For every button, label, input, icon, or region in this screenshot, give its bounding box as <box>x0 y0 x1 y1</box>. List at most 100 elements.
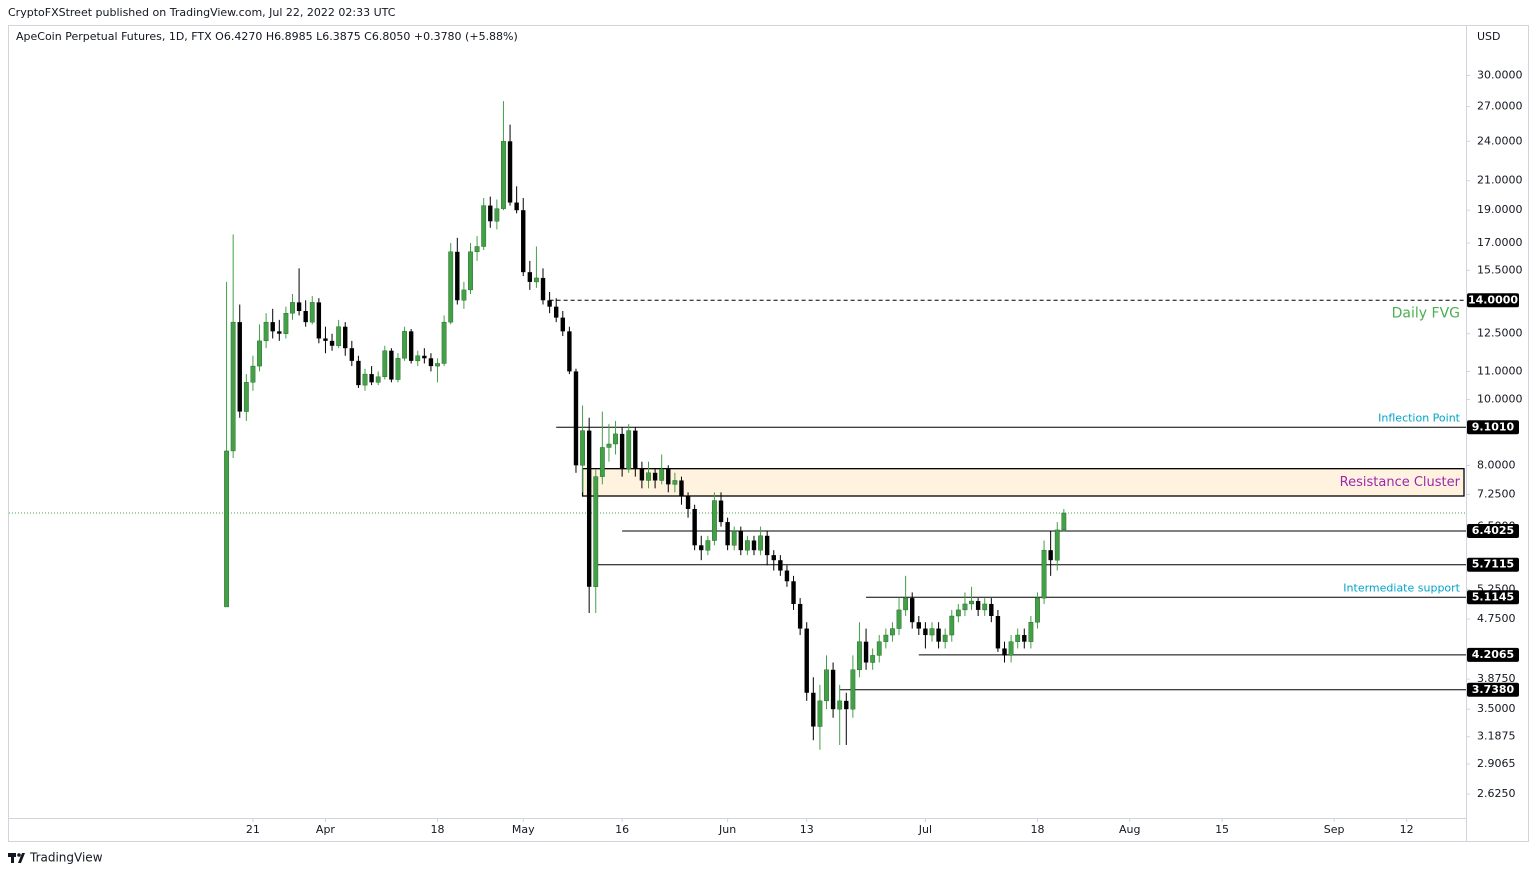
frame <box>8 25 1529 842</box>
level-label: 6.4025 <box>1472 524 1514 537</box>
candle-body <box>923 628 928 636</box>
y-tick-label: 27.0000 <box>1477 100 1523 113</box>
candle-body <box>1015 634 1021 642</box>
brand: TradingView <box>29 851 103 865</box>
level-box <box>1467 682 1519 697</box>
candle-body <box>573 371 579 466</box>
level-label: 3.7380 <box>1472 683 1515 696</box>
candle-body <box>896 609 902 629</box>
candle-body <box>857 641 862 670</box>
level-label: 5.7115 <box>1472 558 1514 571</box>
zone-note: Resistance Cluster <box>1340 475 1461 490</box>
level-note: Daily FVG <box>1392 305 1460 321</box>
candle-body <box>494 208 500 222</box>
candle-body <box>474 246 480 253</box>
candle-body <box>362 373 368 386</box>
candle-body <box>336 326 342 346</box>
candle-body <box>316 302 322 339</box>
candle-body <box>422 355 427 359</box>
candle-body <box>942 634 948 642</box>
x-tick-label: Aug <box>1119 823 1140 836</box>
candle-body <box>619 433 625 470</box>
candle-body <box>685 496 691 509</box>
publisher: CryptoFXStreet published on TradingView.… <box>8 6 396 19</box>
candle-body <box>468 251 473 291</box>
level-label: 4.2065 <box>1472 648 1514 661</box>
x-tick-label: 18 <box>431 823 445 836</box>
x-tick-label: 16 <box>615 823 629 836</box>
candle-body <box>395 358 401 380</box>
candle-body <box>514 202 519 211</box>
candle-body <box>903 597 909 611</box>
candle-body <box>890 628 895 636</box>
candle-body <box>744 540 750 551</box>
candle-body <box>712 500 717 541</box>
y-tick-label: 17.0000 <box>1477 236 1523 249</box>
candle-body <box>290 302 295 314</box>
candle-body <box>731 530 737 546</box>
x-tick-label: 13 <box>800 823 814 836</box>
candle-body <box>408 331 414 361</box>
candle-body <box>402 331 407 359</box>
candle-body <box>659 468 665 481</box>
level-label: 5.1145 <box>1472 590 1514 603</box>
candle-body <box>955 609 961 617</box>
candle-body <box>586 430 592 587</box>
candle-body <box>323 338 328 341</box>
candle-body <box>989 603 994 617</box>
level-note: Inflection Point <box>1378 411 1461 424</box>
level-label: 9.1010 <box>1472 420 1515 433</box>
candle-body <box>237 322 242 412</box>
y-tick-label: 11.0000 <box>1477 364 1523 377</box>
candle-body <box>580 430 585 466</box>
candle-body <box>699 545 704 551</box>
candle-body <box>784 570 790 582</box>
candle-body <box>1048 550 1053 561</box>
candle-body <box>725 522 730 546</box>
y-tick-label: 24.0000 <box>1477 134 1523 147</box>
candle-body <box>369 374 374 383</box>
candle-body <box>309 302 315 323</box>
y-tick-label: 12.5000 <box>1477 327 1523 340</box>
candle-body <box>969 600 974 605</box>
x-tick-label: 18 <box>1030 823 1044 836</box>
candle-body <box>250 365 256 383</box>
candle-body <box>916 622 922 629</box>
candle-body <box>679 480 684 497</box>
brand-logo <box>8 853 25 863</box>
candle-body <box>243 382 249 412</box>
candle-body <box>547 300 552 307</box>
x-tick-label: 15 <box>1215 823 1229 836</box>
candle-body <box>507 141 513 203</box>
candle-body <box>488 205 493 222</box>
candle-body <box>435 363 440 367</box>
candle-body <box>329 340 335 346</box>
candle-body <box>567 331 572 372</box>
candle-body <box>428 358 434 367</box>
y-tick-label: 3.5000 <box>1477 702 1516 715</box>
level-box <box>1467 647 1519 662</box>
candle-body <box>461 289 467 301</box>
candle-body <box>343 326 348 349</box>
candle-body <box>606 443 612 448</box>
candle-body <box>764 535 770 556</box>
y-tick-label: 10.0000 <box>1477 393 1523 406</box>
candle-body <box>277 331 282 334</box>
candle-body <box>1022 635 1027 642</box>
level-box <box>1467 557 1519 572</box>
candle-body <box>962 603 968 611</box>
candle-body <box>830 669 836 710</box>
candle-body <box>751 540 757 551</box>
candle-body <box>672 480 678 485</box>
candle-body <box>870 655 876 663</box>
y-tick-label: 8.0000 <box>1477 458 1516 471</box>
y-tick-label: 3.8750 <box>1477 672 1516 685</box>
candle-body <box>633 430 638 470</box>
candle-body <box>791 581 796 604</box>
candle-body <box>778 560 783 571</box>
candle-body <box>1028 622 1034 642</box>
candle-body <box>441 321 447 364</box>
candle-body <box>230 321 236 452</box>
y-tick-label: 2.6250 <box>1477 787 1516 800</box>
